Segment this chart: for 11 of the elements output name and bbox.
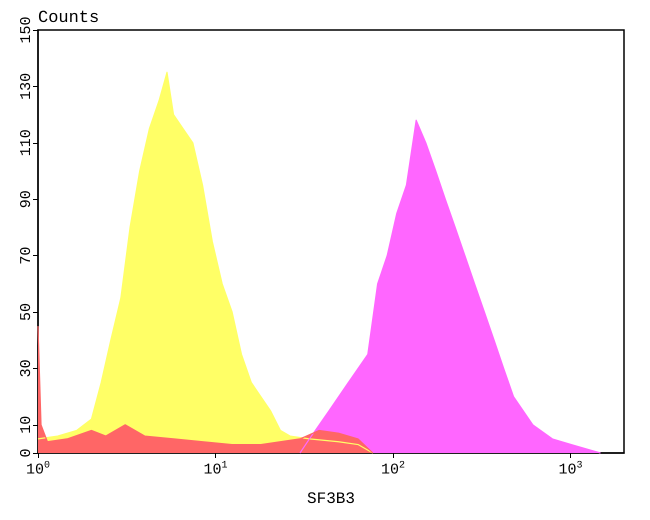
y-tick-label: 70: [18, 246, 35, 265]
y-tick-label: 150: [18, 16, 35, 44]
y-axis-title: Counts: [38, 9, 100, 28]
y-tick-label: 10: [18, 416, 35, 434]
y-tick-label: 0: [18, 448, 35, 458]
x-axis-title: SF3B3: [306, 490, 356, 508]
y-tick-label: 50: [18, 302, 35, 322]
y-tick-label: 130: [18, 72, 35, 100]
y-tick-label: 30: [18, 359, 35, 378]
y-tick-label: 90: [18, 190, 35, 208]
y-tick-label: 110: [18, 129, 35, 156]
